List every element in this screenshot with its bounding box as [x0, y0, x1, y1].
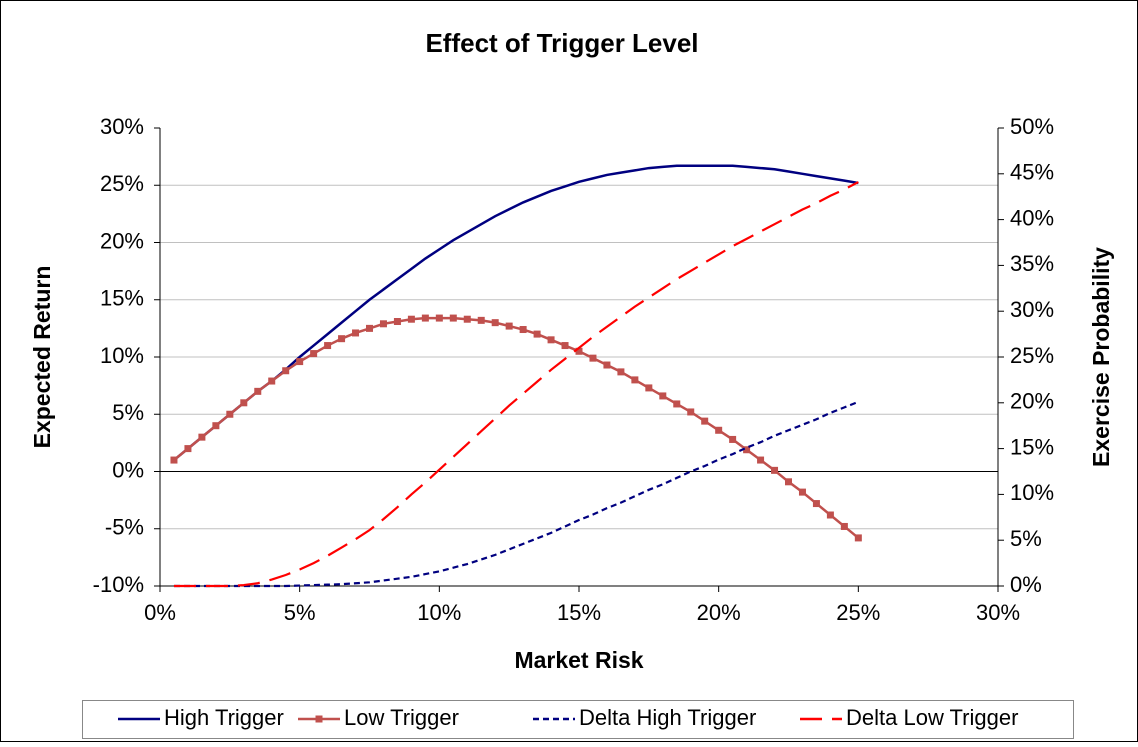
y-tick-label: 0% — [112, 457, 144, 482]
marker — [561, 342, 569, 350]
marker — [798, 488, 806, 496]
marker — [435, 314, 443, 322]
marker — [729, 435, 737, 443]
marker — [407, 315, 415, 323]
marker — [421, 314, 429, 322]
marker — [366, 324, 373, 332]
marker — [785, 478, 792, 486]
marker — [338, 335, 346, 343]
marker — [379, 320, 387, 328]
marker — [547, 336, 555, 344]
marker — [715, 426, 723, 434]
y-tick-label: 15% — [100, 286, 144, 311]
marker — [631, 376, 639, 384]
marker — [575, 347, 583, 355]
marker — [840, 522, 848, 530]
marker — [491, 319, 499, 327]
y-axis-title: Expected Return — [29, 266, 55, 449]
y2-axis-title: Exercise Probability — [1088, 247, 1114, 467]
y2-tick-label: 25% — [1010, 343, 1054, 368]
legend-label: Delta High Trigger — [579, 705, 756, 730]
y-tick-label: 20% — [100, 228, 144, 253]
marker — [757, 456, 765, 464]
y-tick-label: -10% — [93, 572, 144, 597]
y2-tick-label: 50% — [1010, 114, 1054, 139]
y2-tick-label: 15% — [1010, 434, 1054, 459]
y2-tick-label: 0% — [1010, 572, 1042, 597]
y2-tick-label: 5% — [1010, 526, 1042, 551]
marker — [477, 316, 485, 324]
x-tick-label: 15% — [557, 600, 601, 625]
marker — [393, 318, 401, 326]
marker — [352, 329, 360, 337]
marker — [170, 456, 178, 464]
marker — [701, 417, 709, 425]
marker — [673, 400, 681, 408]
legend-label: Delta Low Trigger — [846, 705, 1018, 730]
y-tick-label: 30% — [100, 114, 144, 139]
legend-box — [82, 700, 1074, 739]
marker — [310, 350, 318, 358]
y2-tick-label: 20% — [1010, 389, 1054, 414]
marker — [254, 387, 262, 395]
x-tick-label: 20% — [697, 600, 741, 625]
marker — [505, 322, 513, 330]
marker — [226, 410, 234, 418]
series-line — [173, 400, 859, 588]
y2-tick-label: 40% — [1010, 205, 1054, 230]
legend-label: High Trigger — [164, 705, 284, 730]
legend-marker — [315, 715, 323, 723]
y-tick-label: 25% — [100, 171, 144, 196]
series-line — [173, 181, 859, 588]
y2-tick-label: 10% — [1010, 480, 1054, 505]
y-tick-label: -5% — [105, 515, 144, 540]
marker — [240, 399, 248, 407]
chart-title: Effect of Trigger Level — [425, 28, 698, 58]
marker — [687, 408, 695, 416]
marker — [533, 330, 541, 338]
x-tick-label: 0% — [144, 600, 176, 625]
legend-label: Low Trigger — [344, 705, 459, 730]
x-tick-label: 10% — [417, 600, 461, 625]
marker — [184, 445, 192, 453]
marker — [198, 433, 206, 441]
y-tick-label: 10% — [100, 343, 144, 368]
y2-tick-label: 45% — [1010, 160, 1054, 185]
y-tick-label: 5% — [112, 400, 144, 425]
marker — [645, 384, 653, 392]
marker — [854, 534, 862, 542]
marker — [268, 377, 276, 385]
marker — [617, 368, 625, 376]
marker — [463, 315, 471, 323]
marker — [589, 354, 597, 362]
x-tick-label: 5% — [284, 600, 316, 625]
y2-tick-label: 35% — [1010, 251, 1054, 276]
x-tick-label: 25% — [836, 600, 880, 625]
y2-tick-label: 30% — [1010, 297, 1054, 322]
marker — [324, 342, 332, 350]
marker — [519, 326, 527, 334]
x-axis-title: Market Risk — [514, 647, 643, 673]
marker — [826, 511, 834, 519]
marker — [812, 500, 820, 508]
marker — [212, 422, 220, 430]
marker — [282, 367, 290, 375]
marker — [659, 392, 667, 400]
marker — [449, 314, 457, 322]
x-tick-label: 30% — [976, 600, 1020, 625]
marker — [771, 466, 779, 474]
marker — [296, 358, 304, 366]
marker — [603, 361, 611, 369]
marker — [743, 446, 751, 454]
